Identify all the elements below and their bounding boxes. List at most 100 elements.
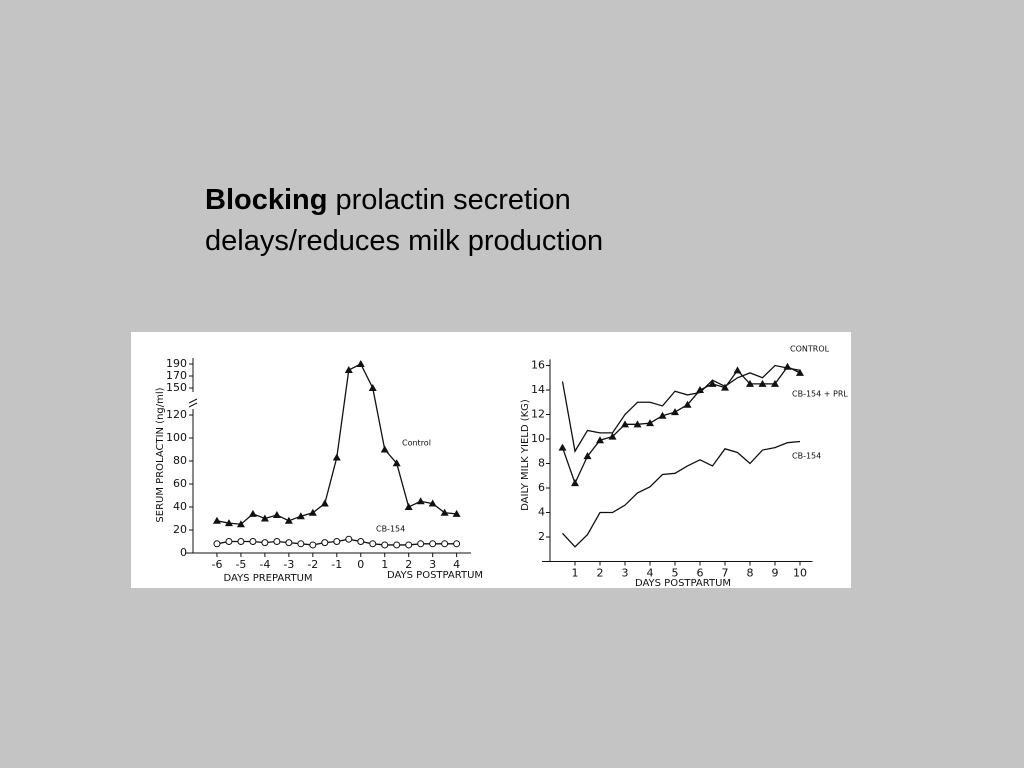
y-tick-label: 12 — [531, 408, 545, 421]
marker-triangle — [308, 508, 317, 516]
marker-triangle — [771, 379, 779, 387]
marker-triangle — [320, 499, 329, 507]
y-tick-label: 20 — [173, 523, 187, 536]
marker-triangle — [746, 379, 754, 387]
title-line1: prolactin secretion — [335, 184, 571, 216]
series-label: CB-154 — [792, 452, 821, 461]
marker-circle — [417, 540, 425, 548]
marker-triangle — [783, 362, 792, 370]
y-tick-label: 16 — [531, 359, 545, 372]
series-label: CB-154 — [376, 525, 405, 534]
y-tick-label: 14 — [531, 383, 545, 396]
marker-circle — [381, 541, 389, 549]
marker-circle — [249, 538, 257, 545]
marker-triangle — [646, 419, 654, 427]
x-tick-label: -6 — [211, 558, 222, 571]
marker-triangle — [583, 452, 592, 460]
y-tick-label: 8 — [538, 457, 545, 470]
marker-triangle — [708, 379, 717, 387]
marker-circle — [441, 540, 449, 548]
y-tick-label: 60 — [173, 477, 187, 490]
x-tick-label: 8 — [747, 567, 754, 580]
x-tick-label: 6 — [697, 567, 704, 580]
marker-triangle — [558, 443, 567, 451]
x-tick-label: -2 — [307, 558, 318, 571]
x-tick-label: 3 — [622, 567, 629, 580]
y-tick-label: 170 — [166, 369, 187, 382]
marker-triangle — [380, 445, 389, 453]
marker-triangle — [440, 508, 449, 516]
y-tick-label: 120 — [166, 408, 187, 421]
marker-triangle — [733, 366, 742, 374]
series-label: CB-154 + PRL — [792, 390, 848, 399]
marker-triangle — [404, 503, 413, 510]
marker-triangle — [596, 436, 604, 444]
marker-triangle — [621, 420, 629, 428]
x-tick-label: 3 — [429, 558, 436, 571]
marker-circle — [357, 538, 365, 545]
marker-triangle — [796, 368, 804, 376]
marker-triangle — [236, 520, 245, 528]
x-tick-label: -3 — [283, 558, 294, 571]
marker-circle — [285, 539, 293, 547]
marker-triangle — [296, 512, 305, 520]
y-tick-label: 0 — [180, 546, 187, 559]
x-tick-label: -4 — [259, 558, 270, 571]
y-axis-label: SERUM PROLACTIN (ng/ml) — [155, 387, 166, 522]
marker-triangle — [428, 499, 437, 507]
figure-background — [131, 332, 851, 588]
marker-circle — [261, 539, 269, 547]
marker-circle — [237, 538, 245, 545]
marker-triangle — [671, 408, 679, 416]
x-tick-label: 2 — [597, 567, 604, 580]
y-tick-label: 40 — [173, 500, 187, 513]
marker-circle — [345, 535, 353, 543]
x-tick-label: 4 — [647, 567, 654, 580]
x-tick-label: 9 — [772, 567, 779, 580]
title-line2: delays/reduces milk production — [205, 225, 604, 257]
x-tick-label: 1 — [381, 558, 388, 571]
series-label: CONTROL — [790, 345, 830, 354]
y-tick-label: 2 — [538, 530, 545, 543]
y-tick-label: 150 — [166, 381, 187, 394]
y-tick-label: 100 — [166, 431, 187, 444]
x-tick-label: 0 — [357, 558, 364, 571]
marker-circle — [273, 538, 281, 545]
marker-triangle — [212, 516, 221, 524]
marker-triangle — [332, 453, 341, 461]
x-tick-label: 10 — [793, 567, 807, 580]
x-tick-label: 4 — [453, 558, 460, 571]
x-tick-label: 1 — [572, 567, 579, 580]
series-line — [562, 440, 801, 548]
y-tick-label: 6 — [538, 481, 545, 494]
x-axis-label: DAYS PREPARTUM — [223, 573, 312, 584]
marker-triangle — [696, 386, 704, 394]
marker-triangle — [344, 366, 353, 373]
x-axis-label: DAYS POSTPARTUM — [387, 570, 483, 581]
marker-triangle — [368, 384, 377, 391]
marker-circle — [369, 540, 377, 548]
marker-triangle — [416, 497, 425, 505]
marker-triangle — [224, 519, 233, 527]
marker-circle — [225, 538, 233, 545]
y-tick-label: 10 — [531, 432, 545, 445]
marker-circle — [393, 541, 401, 549]
y-tick-label: 4 — [538, 506, 545, 519]
x-tick-label: 7 — [722, 567, 729, 580]
marker-circle — [213, 540, 221, 548]
marker-circle — [429, 540, 437, 548]
axis-break — [188, 398, 198, 408]
x-tick-label: 5 — [672, 567, 679, 580]
x-tick-label: -5 — [235, 558, 246, 571]
marker-triangle — [356, 360, 365, 367]
marker-triangle — [392, 459, 401, 467]
slide-title: Blocking prolactin secretion delays/reduc… — [205, 180, 603, 262]
marker-triangle — [571, 479, 579, 487]
marker-circle — [453, 540, 461, 548]
x-tick-label: -1 — [331, 558, 342, 571]
y-tick-label: 190 — [166, 357, 187, 370]
marker-triangle — [248, 509, 257, 517]
series-label: Control — [402, 439, 431, 448]
x-axis-label: DAYS POSTPARTUM — [635, 578, 731, 589]
